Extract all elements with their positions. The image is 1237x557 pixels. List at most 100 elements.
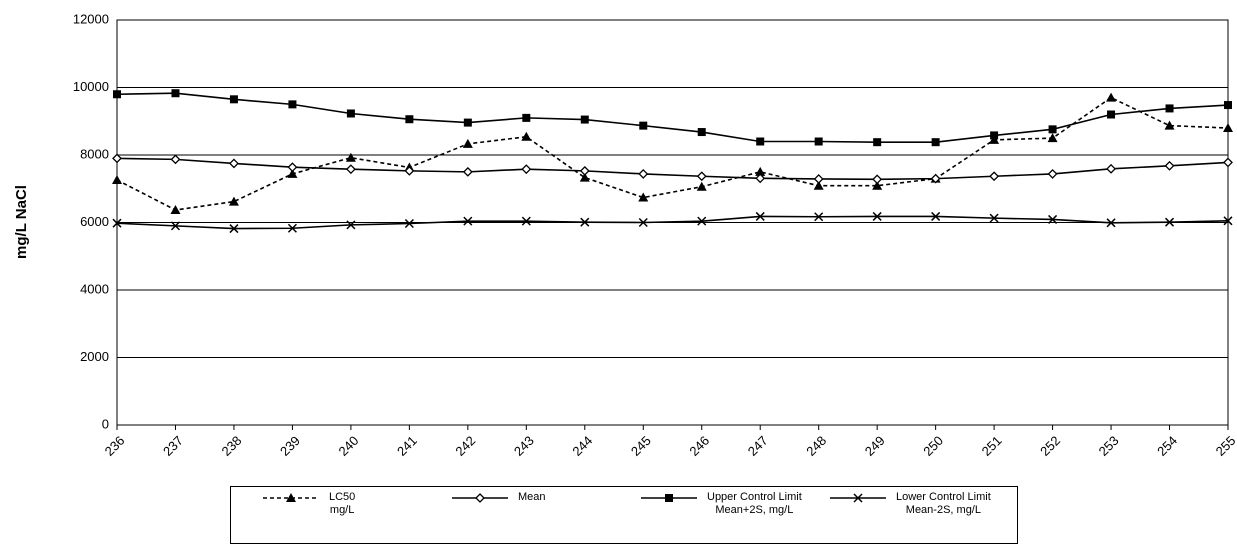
marker [755,173,766,184]
marker [170,154,181,165]
marker [1164,217,1175,227]
legend-label: Lower Control Limit Mean-2S, mg/L [896,491,991,516]
marker [989,171,1000,182]
x-tick-label: 253 [1096,433,1122,459]
marker [814,212,824,222]
x-tick-label: 248 [803,433,829,459]
marker [755,166,766,176]
x-tick-label: 242 [452,433,478,459]
legend-swatch [263,493,319,502]
marker [813,180,824,190]
marker [228,196,239,206]
marker [639,121,648,130]
marker [814,137,823,146]
y-tick-label: 4000 [80,281,109,296]
y-tick-label: 8000 [80,146,109,161]
marker [1164,120,1175,130]
x-tick-label: 255 [1213,433,1237,459]
series-line [116,215,1229,230]
marker [872,180,883,190]
marker [638,217,648,228]
marker [522,113,531,122]
x-tick-label: 246 [686,433,712,459]
marker [1048,214,1058,224]
x-tick-label: 252 [1037,433,1063,459]
x-tick-label: 251 [979,433,1005,459]
legend-label: Upper Control Limit Mean+2S, mg/L [707,491,802,516]
marker [638,168,649,179]
marker [286,493,296,502]
legend: LC50 mg/L Mean Upper Control Limit Mean+2S… [230,486,1018,544]
marker [229,158,239,169]
marker [170,205,181,215]
x-tick-label: 250 [920,433,946,459]
marker [463,118,472,127]
marker [1048,125,1057,134]
x-tick-label: 240 [335,433,361,459]
marker [1223,123,1233,132]
marker [404,165,415,176]
marker [170,221,181,231]
marker [171,89,180,98]
x-tick-label: 237 [160,433,186,459]
marker [580,115,589,124]
marker [346,109,355,118]
legend-swatch [830,493,886,503]
y-tick-label: 0 [102,416,109,431]
marker [853,493,863,503]
marker [931,138,940,147]
y-tick-label: 12000 [73,11,109,26]
marker [638,192,649,202]
marker [1106,163,1116,174]
marker [229,224,239,234]
marker [112,153,122,164]
legend-item: Upper Control Limit Mean+2S, mg/L [639,491,828,543]
marker [989,213,999,223]
y-tick-label: 6000 [80,214,109,229]
x-tick-label: 254 [1154,433,1180,459]
marker [1223,216,1233,226]
marker [345,152,356,162]
x-tick-label: 241 [394,433,420,459]
x-tick-label: 244 [569,433,595,459]
marker [462,138,473,148]
marker [579,165,590,176]
y-tick-label: 2000 [80,349,109,364]
marker [1224,101,1232,110]
marker [405,115,414,124]
legend-item: LC50 mg/L [261,491,450,543]
marker [463,216,473,226]
marker [287,162,298,173]
marker [697,128,706,137]
series-line [116,157,1229,181]
marker [521,131,532,141]
x-tick-label: 239 [277,433,303,459]
marker [580,217,590,227]
marker [1107,110,1116,119]
marker [872,211,882,221]
marker [462,166,473,177]
y-axis-label: mg/L NaCl [13,185,30,259]
marker [1164,160,1175,171]
legend-swatch [641,494,697,502]
marker [756,137,765,146]
series-line [116,92,1229,143]
x-tick-label: 243 [511,433,537,459]
series-line [116,96,1229,211]
marker [930,173,941,184]
marker [813,174,824,184]
marker [288,100,297,109]
marker [112,174,122,184]
marker [345,164,356,175]
x-tick-label: 236 [102,433,128,459]
x-tick-label: 238 [219,433,245,459]
marker [1047,133,1058,143]
legend-label: LC50 mg/L [329,491,356,516]
marker [1047,168,1058,179]
x-tick-label: 245 [628,433,654,459]
marker [113,90,121,99]
marker [665,494,673,502]
marker [873,138,882,147]
x-tick-label: 249 [862,433,888,459]
